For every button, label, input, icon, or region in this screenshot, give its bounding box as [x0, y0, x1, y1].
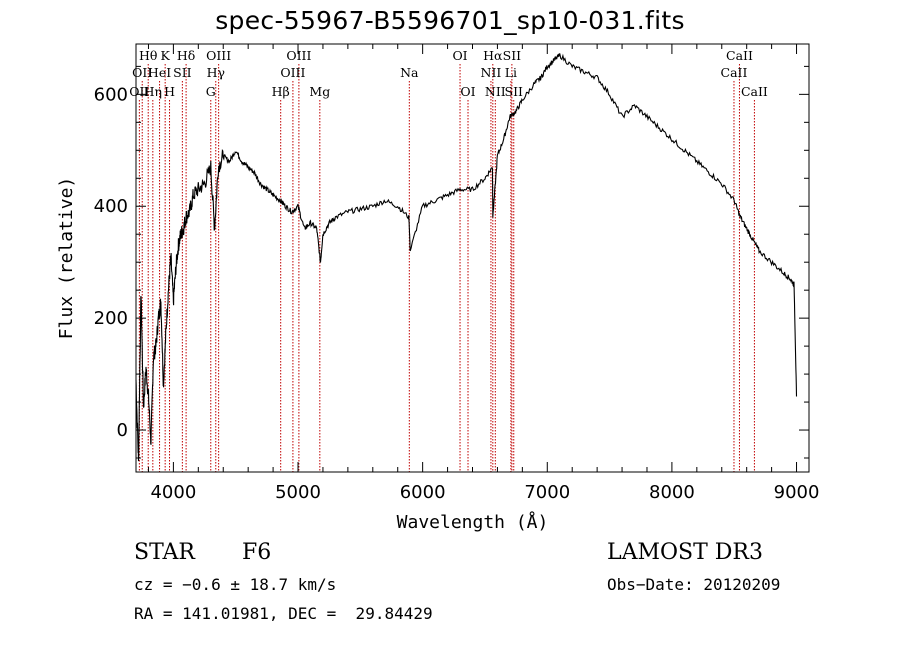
line-marker-label-13: OIII — [280, 65, 305, 80]
line-marker-label-25: CaII — [721, 65, 748, 80]
line-marker-label-11: OIII — [206, 48, 231, 63]
y-tick-label: 400 — [94, 196, 128, 217]
spectrum-line — [135, 53, 798, 462]
y-tick-label: 600 — [94, 84, 128, 105]
line-marker-label-27: CaII — [741, 84, 768, 99]
x-tick-label: 6000 — [400, 482, 446, 503]
line-marker-label-17: OI — [452, 48, 467, 63]
plot-frame — [135, 43, 810, 473]
object-subclass: F6 — [242, 540, 272, 565]
line-marker-label-18: OI — [460, 84, 475, 99]
line-marker-label-6: H — [164, 84, 175, 99]
line-marker-label-15: Mg — [309, 84, 330, 99]
line-marker-label-0: OII — [129, 84, 149, 99]
line-markers — [138, 64, 755, 472]
line-marker-label-20: Hα — [483, 48, 503, 63]
line-marker-label-24: SII — [505, 84, 524, 99]
x-tick-label: 8000 — [649, 482, 695, 503]
line-marker-labels: OII OII Hθ Hη HeI K H SII Hδ G Hγ OIII Hβ OIII OIII Mg N… — [129, 48, 768, 99]
line-marker-label-10: Hγ — [207, 65, 225, 80]
x-tick-label: 5000 — [275, 482, 321, 503]
coordinates: RA = 141.01981, DEC = 29.84429 — [134, 604, 433, 623]
line-marker-label-9: G — [206, 84, 216, 99]
chart-title: spec-55967-B5596701_sp10-031.fits — [215, 6, 685, 35]
line-marker-label-4: HeI — [148, 65, 171, 80]
survey-name: LAMOST DR3 — [607, 540, 763, 565]
line-marker-label-2: Hθ — [139, 48, 157, 63]
line-marker-label-3: Hη — [144, 84, 162, 99]
line-marker-label-7: SII — [173, 65, 192, 80]
line-marker-label-26: CaII — [726, 48, 753, 63]
line-marker-label-8: Hδ — [177, 48, 195, 63]
x-tick-label: 9000 — [774, 482, 820, 503]
line-marker-label-23: SII — [503, 48, 522, 63]
y-axis-label: Flux (relative) — [56, 177, 77, 340]
line-marker-label-16: Na — [400, 65, 419, 80]
line-marker-label-19: NII — [481, 65, 502, 80]
object-class: STAR — [134, 540, 195, 565]
x-tick-label: 7000 — [524, 482, 570, 503]
x-axis-label: Wavelength (Å) — [397, 511, 549, 533]
x-tick-label: 4000 — [150, 482, 196, 503]
line-marker-label-14: OIII — [286, 48, 311, 63]
line-marker-label-12: Hβ — [272, 84, 290, 99]
axis-ticks: 4000 5000 6000 7000 8000 9000 0 200 400 600 — [94, 44, 820, 503]
line-marker-label-5: K — [160, 48, 170, 63]
line-marker-label-1: OII — [132, 65, 152, 80]
line-marker-label-22: Li — [505, 65, 517, 80]
redshift-velocity: cz = −0.6 ± 18.7 km/s — [134, 575, 337, 594]
y-tick-label: 200 — [94, 308, 128, 329]
line-marker-label-21: NII — [485, 84, 506, 99]
observation-date: Obs−Date: 20120209 — [607, 575, 781, 594]
y-tick-label: 0 — [117, 420, 128, 441]
